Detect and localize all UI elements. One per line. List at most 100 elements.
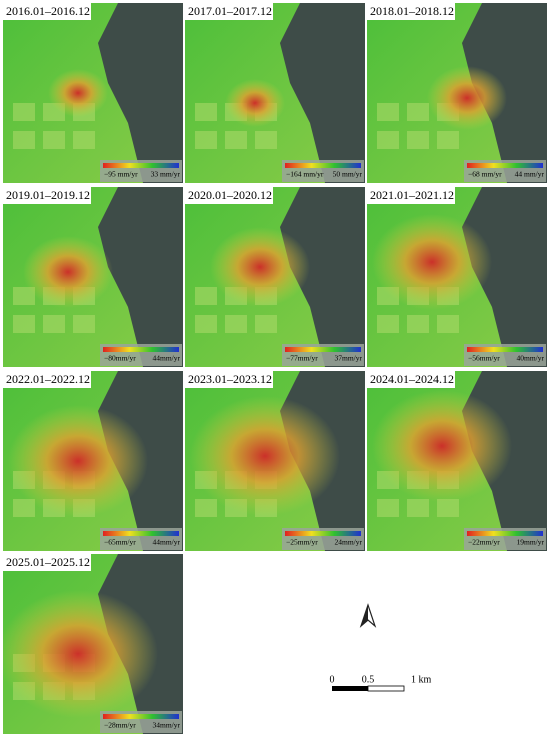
colorbar-max: 37mm/yr: [335, 354, 363, 363]
colorbar-max: 40mm/yr: [517, 354, 545, 363]
building: [407, 131, 429, 149]
water: [280, 187, 365, 367]
deformation-zone: [372, 390, 512, 502]
building: [195, 103, 217, 121]
title-box: [3, 187, 91, 204]
colorbar: [467, 531, 543, 536]
title-box: [3, 554, 91, 571]
panel-title: 2025.01–2025.12: [6, 555, 90, 569]
building: [195, 287, 217, 305]
building: [377, 103, 399, 121]
scale-label: 1 km: [411, 674, 432, 685]
colorbar-max: 50 mm/yr: [333, 170, 363, 179]
deformation-zone: [8, 405, 148, 517]
colorbar-max: 33 mm/yr: [151, 170, 181, 179]
colorbar: [103, 531, 179, 536]
colorbar-min: −95 mm/yr: [104, 170, 138, 179]
colorbar: [285, 163, 361, 168]
colorbar-min: −65mm/yr: [104, 538, 136, 547]
colorbar-min: −164 mm/yr: [286, 170, 324, 179]
building: [225, 315, 247, 333]
building: [437, 499, 459, 517]
title-box: [185, 187, 273, 204]
panel-title: 2020.01–2020.12: [188, 188, 272, 202]
map-panel: 2019.01–2019.12 −80mm/yr 44mm/yr: [3, 187, 183, 367]
building: [73, 131, 95, 149]
deformation-zone: [225, 79, 285, 127]
panel-title: 2024.01–2024.12: [370, 372, 454, 386]
deformation-zone: [372, 214, 492, 310]
building: [377, 315, 399, 333]
colorbar-max: 19mm/yr: [517, 538, 545, 547]
panel-title: 2019.01–2019.12: [6, 188, 90, 202]
deformation-zone: [48, 69, 108, 117]
deformation-zone: [210, 227, 310, 307]
building: [407, 315, 429, 333]
panel-title: 2021.01–2021.12: [370, 188, 454, 202]
scale-bar: [332, 685, 405, 692]
building: [195, 315, 217, 333]
deformation-zone: [427, 66, 507, 130]
deformation-zone: [23, 236, 113, 308]
colorbar-min: −80mm/yr: [104, 354, 136, 363]
scale-label: 0.5: [362, 674, 375, 685]
colorbar: [467, 347, 543, 352]
colorbar-min: −68 mm/yr: [468, 170, 502, 179]
title-box: [367, 371, 455, 388]
building: [437, 315, 459, 333]
map-panel: 2018.01–2018.12 −68 mm/yr 44 mm/yr: [367, 3, 547, 183]
title-box: [3, 3, 91, 20]
building: [255, 315, 277, 333]
title-box: [367, 3, 455, 20]
water: [98, 187, 183, 367]
building: [407, 103, 429, 121]
colorbar-max: 44 mm/yr: [515, 170, 545, 179]
building: [43, 315, 65, 333]
water: [462, 187, 547, 367]
map-panel: 2023.01–2023.12 −25mm/yr 24mm/yr: [185, 371, 365, 551]
colorbar-max: 24mm/yr: [335, 538, 363, 547]
title-box: [367, 187, 455, 204]
building: [377, 499, 399, 517]
map-panel: 2024.01–2024.12 −22mm/yr 19mm/yr: [367, 371, 547, 551]
deformation-zone: [3, 590, 158, 718]
building: [73, 315, 95, 333]
colorbar: [103, 714, 179, 719]
colorbar-min: −28mm/yr: [104, 721, 136, 730]
panel-title: 2018.01–2018.12: [370, 4, 454, 18]
building: [13, 131, 35, 149]
colorbar: [285, 531, 361, 536]
colorbar-min: −22mm/yr: [468, 538, 500, 547]
building: [407, 499, 429, 517]
map-panel: 2022.01–2022.12 −65mm/yr 44mm/yr: [3, 371, 183, 551]
building: [43, 131, 65, 149]
panel-title: 2022.01–2022.12: [6, 372, 90, 386]
colorbar-min: −25mm/yr: [286, 538, 318, 547]
colorbar-min: −77mm/yr: [286, 354, 318, 363]
building: [437, 131, 459, 149]
colorbar: [285, 347, 361, 352]
title-box: [185, 371, 273, 388]
panel-title: 2023.01–2023.12: [188, 372, 272, 386]
colorbar-max: 44mm/yr: [153, 538, 181, 547]
panel-title: 2016.01–2016.12: [6, 4, 90, 18]
colorbar: [467, 163, 543, 168]
title-box: [185, 3, 273, 20]
map-panel: 2025.01–2025.12 −28mm/yr 34mm/yr: [3, 554, 183, 734]
building: [255, 131, 277, 149]
colorbar: [103, 163, 179, 168]
building: [225, 131, 247, 149]
building: [13, 287, 35, 305]
building: [377, 131, 399, 149]
colorbar-max: 34mm/yr: [153, 721, 181, 730]
panel-title: 2017.01–2017.12: [188, 4, 272, 18]
map-panel: 2021.01–2021.12 −56mm/yr 40mm/yr: [367, 187, 547, 367]
colorbar-min: −56mm/yr: [468, 354, 500, 363]
building: [195, 131, 217, 149]
building: [13, 499, 35, 517]
water: [280, 3, 365, 183]
title-box: [3, 371, 91, 388]
north-arrow: [359, 603, 377, 628]
map-panel: 2016.01–2016.12 −95 mm/yr 33 mm/yr: [3, 3, 183, 183]
